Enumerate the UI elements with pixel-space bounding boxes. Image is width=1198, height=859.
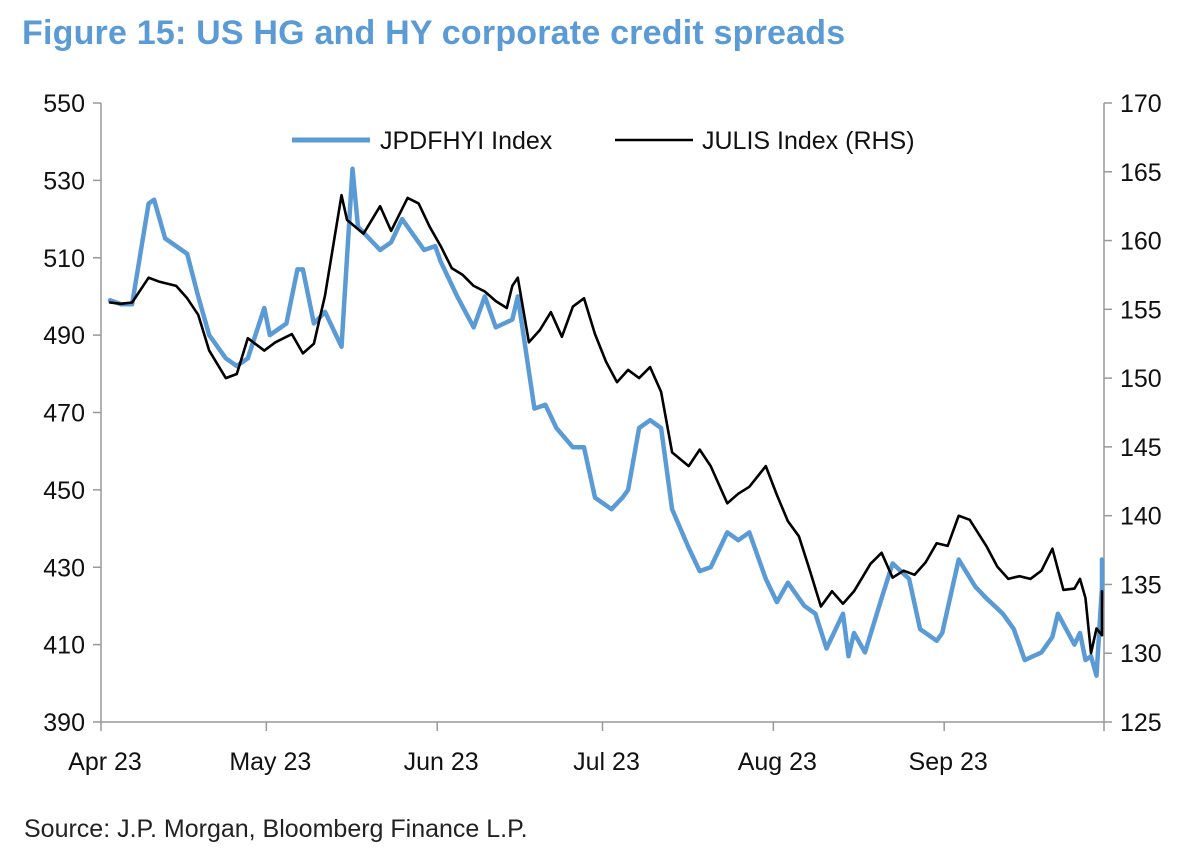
right-y-tick-label: 130	[1120, 640, 1162, 668]
hg-spread-series-line	[108, 193, 1104, 655]
right-y-tick-label: 165	[1120, 159, 1162, 187]
x-tick-label: Jul 23	[573, 748, 640, 776]
x-tick-label: Aug 23	[738, 748, 817, 776]
x-tick-label: May 23	[229, 748, 311, 776]
left-y-tick-label: 430	[43, 554, 85, 582]
right-y-tick-label: 125	[1120, 709, 1162, 737]
x-tick-label: Apr 23	[68, 748, 142, 776]
x-tick-label: Jun 23	[404, 748, 479, 776]
credit-spreads-line-chart: 390 410 430 450 470 490 510 530 550 125 130 135 140 1…	[43, 90, 1162, 776]
left-y-tick-label: 490	[43, 322, 85, 350]
right-y-tick-label: 140	[1120, 503, 1162, 531]
right-y-tick-label: 135	[1120, 571, 1162, 599]
chart-title: Figure 15: US HG and HY corporate credit…	[22, 14, 846, 52]
right-y-tick-label: 155	[1120, 296, 1162, 324]
x-tick-label: Sep 23	[909, 748, 988, 776]
left-y-tick-label: 530	[43, 167, 85, 195]
left-y-tick-label: 390	[43, 709, 85, 737]
legend-label-hg: JULIS Index (RHS)	[702, 127, 915, 155]
right-y-tick-label: 170	[1120, 90, 1162, 118]
left-y-tick-label: 470	[43, 400, 85, 428]
left-y-tick-label: 510	[43, 245, 85, 273]
hy-spread-series-line	[107, 166, 1105, 678]
right-y-tick-label: 150	[1120, 365, 1162, 393]
right-y-tick-label: 160	[1120, 228, 1162, 256]
left-y-tick-label: 450	[43, 477, 85, 505]
right-y-tick-label: 145	[1120, 434, 1162, 462]
source-note: Source: J.P. Morgan, Bloomberg Finance L…	[24, 815, 528, 843]
left-y-tick-label: 410	[43, 632, 85, 660]
left-y-tick-label: 550	[43, 90, 85, 118]
legend-label-hy: JPDFHYI Index	[380, 127, 553, 155]
